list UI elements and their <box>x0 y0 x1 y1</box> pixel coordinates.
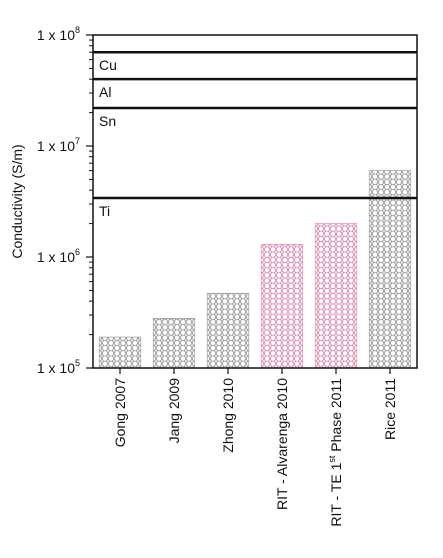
bars <box>98 170 412 369</box>
reference-label-sn: Sn <box>99 113 116 129</box>
x-category-label: RIT - Alvarenga 2010 <box>274 378 290 510</box>
x-category-label: Rice 2011 <box>382 378 398 440</box>
y-tick-label: 1 x 108 <box>37 25 80 43</box>
bar-3 <box>206 293 250 369</box>
x-category-label: Jang 2009 <box>166 378 182 444</box>
bar-2 <box>152 318 196 369</box>
x-axis-ticks: Gong 2007 Jang 2009 Zhong 2010 RIT - Alvare… <box>112 368 398 527</box>
reference-label-cu: Cu <box>99 57 117 73</box>
bar-6 <box>368 170 412 369</box>
plot-area: Cu Al Sn Ti 1 x 105 1 x 106 1 x 107 1 x 108 Go… <box>37 25 418 527</box>
x-category-label: Zhong 2010 <box>220 378 236 453</box>
x-category-label: Gong 2007 <box>112 378 128 447</box>
reference-lines: Cu Al Sn Ti <box>93 50 417 219</box>
reference-label-al: Al <box>99 84 111 100</box>
reference-label-ti: Ti <box>99 203 110 219</box>
y-tick-label: 1 x 105 <box>37 358 80 376</box>
y-axis-ticks: 1 x 105 1 x 106 1 x 107 1 x 108 <box>37 25 93 376</box>
bar-5 <box>314 223 358 369</box>
bar-4 <box>260 244 304 369</box>
y-tick-label: 1 x 107 <box>37 136 80 154</box>
y-axis-title: Conductivity (S/m) <box>9 144 25 258</box>
x-category-label: RIT - TE 1st Phase 2011 <box>327 378 344 527</box>
plot-frame <box>92 34 418 369</box>
bar-1 <box>98 336 142 369</box>
y-tick-label: 1 x 106 <box>37 247 80 265</box>
